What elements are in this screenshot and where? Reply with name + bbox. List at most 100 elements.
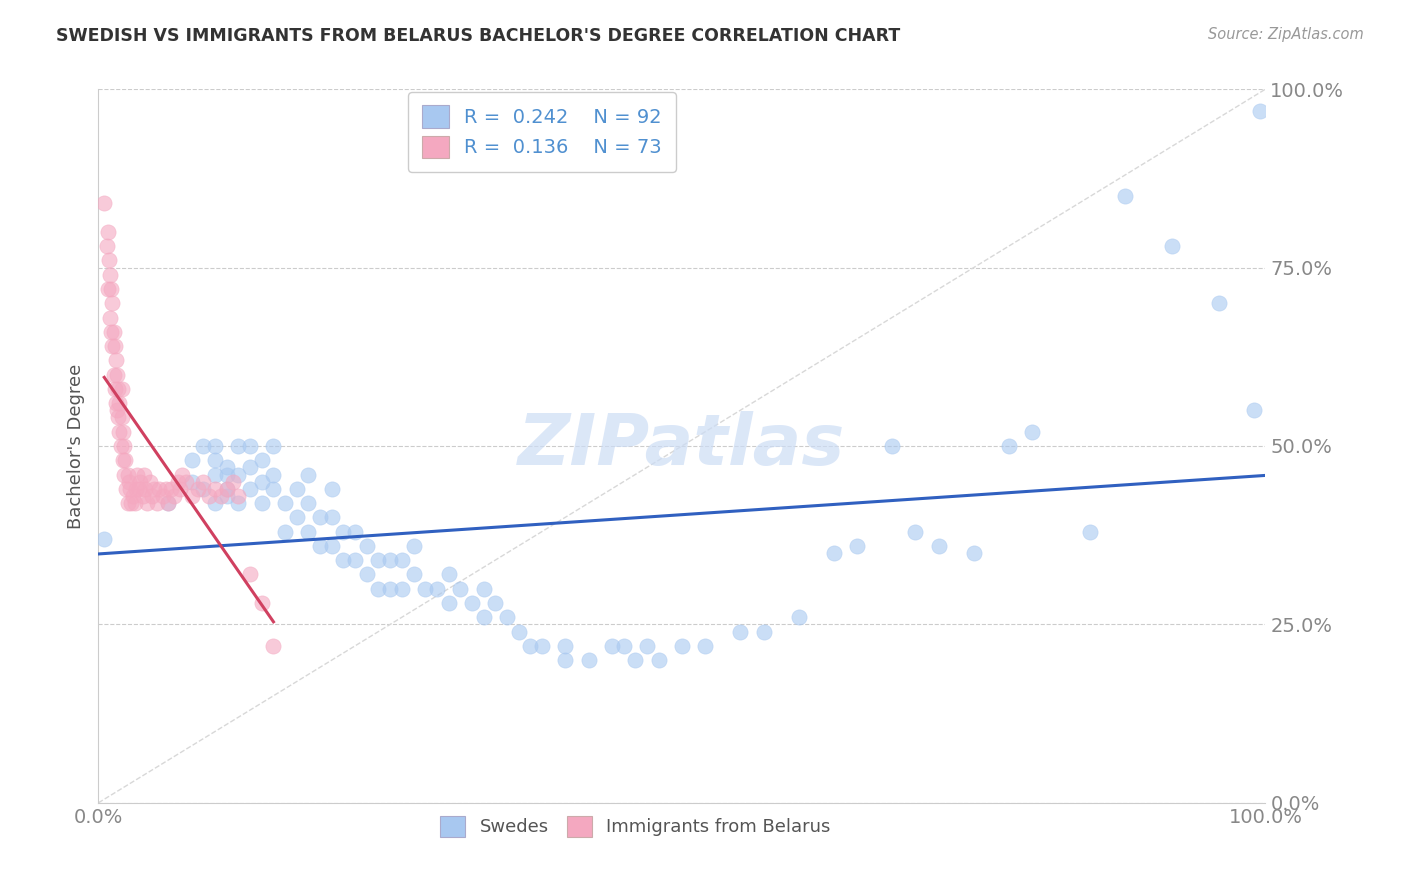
Point — [172, 467, 194, 482]
Text: Source: ZipAtlas.com: Source: ZipAtlas.com — [1208, 27, 1364, 42]
Point — [880, 439, 903, 453]
Point — [101, 339, 124, 353]
Point — [174, 475, 197, 489]
Point — [1114, 189, 1136, 203]
Point — [204, 439, 226, 453]
Point — [111, 382, 134, 396]
Point — [250, 475, 273, 489]
Point — [204, 482, 226, 496]
Point — [118, 475, 141, 489]
Point — [624, 653, 647, 667]
Point — [115, 482, 138, 496]
Text: SWEDISH VS IMMIGRANTS FROM BELARUS BACHELOR'S DEGREE CORRELATION CHART: SWEDISH VS IMMIGRANTS FROM BELARUS BACHE… — [56, 27, 900, 45]
Point — [105, 403, 128, 417]
Point — [198, 489, 221, 503]
Point — [297, 496, 319, 510]
Point — [104, 339, 127, 353]
Point — [96, 239, 118, 253]
Point — [380, 582, 402, 596]
Point — [107, 410, 129, 425]
Point — [180, 475, 202, 489]
Point — [239, 439, 262, 453]
Point — [356, 567, 378, 582]
Point — [111, 425, 134, 439]
Point — [112, 439, 135, 453]
Point — [554, 653, 576, 667]
Point — [250, 596, 273, 610]
Point — [297, 467, 319, 482]
Point — [356, 539, 378, 553]
Point — [962, 546, 984, 560]
Point — [120, 496, 142, 510]
Point — [274, 496, 297, 510]
Point — [461, 596, 484, 610]
Point — [904, 524, 927, 539]
Point — [97, 253, 120, 268]
Point — [262, 467, 284, 482]
Point — [344, 524, 367, 539]
Point — [97, 282, 120, 296]
Point — [332, 524, 354, 539]
Point — [103, 325, 125, 339]
Point — [239, 460, 262, 475]
Point — [496, 610, 519, 624]
Point — [108, 396, 131, 410]
Point — [111, 410, 134, 425]
Point — [297, 524, 319, 539]
Point — [104, 396, 127, 410]
Point — [578, 653, 600, 667]
Point — [239, 567, 262, 582]
Point — [239, 482, 262, 496]
Point — [321, 510, 343, 524]
Point — [823, 546, 845, 560]
Point — [193, 439, 215, 453]
Point — [215, 467, 238, 482]
Point — [402, 567, 425, 582]
Point — [100, 282, 122, 296]
Point — [105, 368, 128, 382]
Point — [928, 539, 950, 553]
Point — [215, 482, 238, 496]
Point — [98, 268, 121, 282]
Point — [332, 553, 354, 567]
Point — [98, 310, 121, 325]
Point — [449, 582, 471, 596]
Point — [136, 496, 159, 510]
Point — [695, 639, 717, 653]
Point — [600, 639, 623, 653]
Point — [134, 482, 156, 496]
Point — [104, 353, 127, 368]
Point — [484, 596, 506, 610]
Point — [391, 582, 413, 596]
Point — [124, 496, 146, 510]
Point — [613, 639, 636, 653]
Point — [846, 539, 869, 553]
Point — [111, 453, 134, 467]
Point — [155, 482, 177, 496]
Point — [321, 539, 343, 553]
Point — [139, 475, 162, 489]
Point — [215, 482, 238, 496]
Point — [112, 467, 135, 482]
Point — [209, 489, 232, 503]
Point — [93, 532, 115, 546]
Point — [519, 639, 541, 653]
Point — [180, 489, 202, 503]
Point — [143, 482, 166, 496]
Point — [228, 467, 250, 482]
Point — [250, 453, 273, 467]
Legend: Swedes, Immigrants from Belarus: Swedes, Immigrants from Belarus — [433, 808, 838, 844]
Point — [100, 325, 122, 339]
Point — [148, 482, 170, 496]
Point — [110, 439, 132, 453]
Point — [125, 482, 148, 496]
Text: ZIPatlas: ZIPatlas — [519, 411, 845, 481]
Point — [671, 639, 693, 653]
Point — [262, 439, 284, 453]
Point — [101, 296, 124, 310]
Point — [730, 624, 752, 639]
Point — [228, 489, 250, 503]
Point — [787, 610, 810, 624]
Point — [309, 510, 332, 524]
Point — [1249, 103, 1271, 118]
